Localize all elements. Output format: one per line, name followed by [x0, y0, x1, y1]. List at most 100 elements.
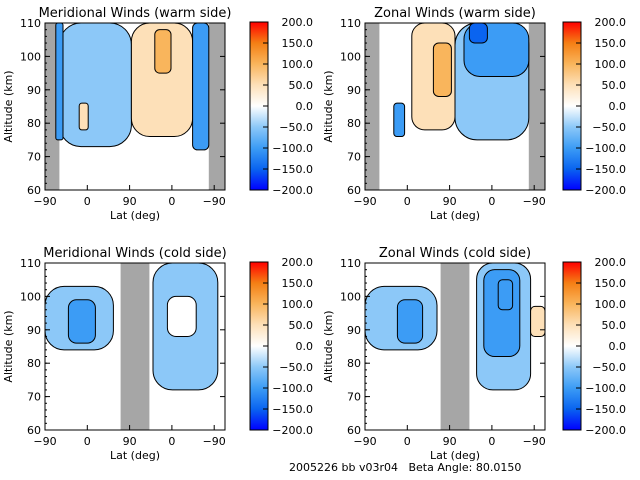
- contour-region: [58, 22, 132, 148]
- panel-title: Zonal Winds (warm side): [374, 6, 536, 21]
- colorbar-tick-label: −200.0: [272, 424, 313, 437]
- contour-region: [166, 295, 197, 337]
- y-tick-label: 100: [20, 50, 41, 63]
- colorbar-tick-label: 100.0: [282, 58, 314, 71]
- contour-region: [396, 299, 424, 344]
- y-axis-label: Altitude (km): [322, 310, 335, 382]
- plot-frame: [44, 22, 226, 191]
- y-tick-label: 90: [27, 84, 41, 97]
- contour-region: [55, 22, 64, 141]
- x-tick-label: 0: [488, 195, 495, 208]
- colorbar-tick-label: 50.0: [602, 319, 627, 332]
- colorbar-tick-label: 0.0: [296, 340, 314, 353]
- colorbar-tick-label: 150.0: [282, 37, 314, 50]
- y-tick-label: 90: [27, 324, 41, 337]
- masked-region: [365, 23, 380, 190]
- colorbar-tick-label: 150.0: [282, 277, 314, 290]
- y-tick-label: 60: [347, 424, 361, 437]
- colorbar-tick-label: 50.0: [602, 79, 627, 92]
- colorbar-tick-label: −150.0: [272, 163, 313, 176]
- colorbar-tick-label: −150.0: [272, 403, 313, 416]
- y-tick-label: 100: [340, 290, 361, 303]
- y-tick-label: 60: [27, 424, 41, 437]
- colorbar-tick-label: 200.0: [282, 16, 314, 29]
- colorbar-tick-label: −50.0: [592, 361, 626, 374]
- colorbar-tick-label: 0.0: [609, 100, 627, 113]
- colorbar-tick-label: 200.0: [595, 16, 627, 29]
- panel-title: Meridional Winds (warm side): [39, 6, 232, 21]
- panel-4: Zonal Winds (cold side) 60 70 80 90 100 110 −90…: [322, 246, 626, 462]
- contour-region: [468, 22, 488, 44]
- y-tick-label: 110: [340, 257, 361, 270]
- y-tick-label: 70: [27, 391, 41, 404]
- colorbar-tick-label: 150.0: [595, 277, 627, 290]
- colorbar-tick-label: 100.0: [595, 58, 627, 71]
- x-tick-label: −90: [33, 195, 56, 208]
- colorbar-tick-label: 50.0: [289, 79, 314, 92]
- masked-region: [528, 23, 545, 190]
- colorbar-tick-label: −100.0: [585, 382, 626, 395]
- colorbar-tick-label: 0.0: [296, 100, 314, 113]
- x-tick-label: −90: [203, 435, 226, 448]
- panel-title: Meridional Winds (cold side): [43, 246, 226, 261]
- x-tick-label: 0: [168, 435, 175, 448]
- x-tick-label: 0: [84, 195, 91, 208]
- x-tick-label: −90: [523, 435, 546, 448]
- y-tick-label: 110: [340, 17, 361, 30]
- y-tick-label: 80: [27, 357, 41, 370]
- colorbar-tick-label: −50.0: [279, 361, 313, 374]
- x-axis-label: Lat (deg): [110, 209, 160, 222]
- y-tick-label: 100: [340, 50, 361, 63]
- y-tick-label: 80: [27, 117, 41, 130]
- y-tick-label: 80: [347, 357, 361, 370]
- x-tick-label: 0: [488, 435, 495, 448]
- y-tick-label: 70: [27, 151, 41, 164]
- plot-frame: [364, 262, 546, 431]
- colorbar-tick-label: 200.0: [595, 256, 627, 269]
- colorbar-tick-label: 100.0: [282, 298, 314, 311]
- y-tick-label: 70: [347, 151, 361, 164]
- colorbar-tick-label: −200.0: [585, 424, 626, 437]
- y-tick-label: 70: [347, 391, 361, 404]
- colorbar-tick-label: 200.0: [282, 256, 314, 269]
- x-tick-label: 90: [123, 195, 137, 208]
- x-tick-label: 0: [84, 435, 91, 448]
- masked-region: [440, 263, 470, 430]
- colorbar-tick-label: 0.0: [609, 340, 627, 353]
- contour-region: [154, 29, 172, 74]
- x-tick-label: −90: [353, 435, 376, 448]
- masked-region: [120, 263, 150, 430]
- footer-text: 2005226 bb v03r04 Beta Angle: 80.0150: [289, 461, 522, 474]
- y-tick-label: 110: [20, 17, 41, 30]
- colorbar-tick-label: −150.0: [585, 403, 626, 416]
- colorbar-tick-label: 100.0: [595, 298, 627, 311]
- colorbar-tick-label: −50.0: [279, 121, 313, 134]
- colorbar-tick-label: −200.0: [272, 184, 313, 197]
- colorbar-tick-label: 150.0: [595, 37, 627, 50]
- x-tick-label: 0: [168, 195, 175, 208]
- x-tick-label: 90: [443, 435, 457, 448]
- contour-region: [497, 279, 514, 311]
- colorbar-tick-label: −50.0: [592, 121, 626, 134]
- contour-region: [432, 42, 452, 97]
- x-tick-label: −90: [523, 195, 546, 208]
- panel-title: Zonal Winds (cold side): [379, 246, 531, 261]
- colorbar-tick-label: −100.0: [272, 142, 313, 155]
- plot-frame: [44, 262, 226, 431]
- plot-frame: [364, 22, 546, 191]
- y-tick-label: 90: [347, 324, 361, 337]
- y-axis-label: Altitude (km): [322, 70, 335, 142]
- y-tick-label: 110: [20, 257, 41, 270]
- colorbar-tick-label: −100.0: [272, 382, 313, 395]
- colorbar-tick-label: −150.0: [585, 163, 626, 176]
- panel-3: Meridional Winds (cold side) 60 70 80 90 100 1…: [2, 246, 313, 462]
- x-axis-label: Lat (deg): [110, 449, 160, 462]
- x-tick-label: −90: [353, 195, 376, 208]
- x-axis-label: Lat (deg): [430, 449, 480, 462]
- panel-2: Zonal Winds (warm side) 60 70 80 90 100 110 −90…: [322, 6, 626, 222]
- contour-region: [67, 299, 96, 344]
- x-tick-label: 0: [404, 195, 411, 208]
- x-tick-label: −90: [33, 435, 56, 448]
- y-axis-label: Altitude (km): [2, 310, 15, 382]
